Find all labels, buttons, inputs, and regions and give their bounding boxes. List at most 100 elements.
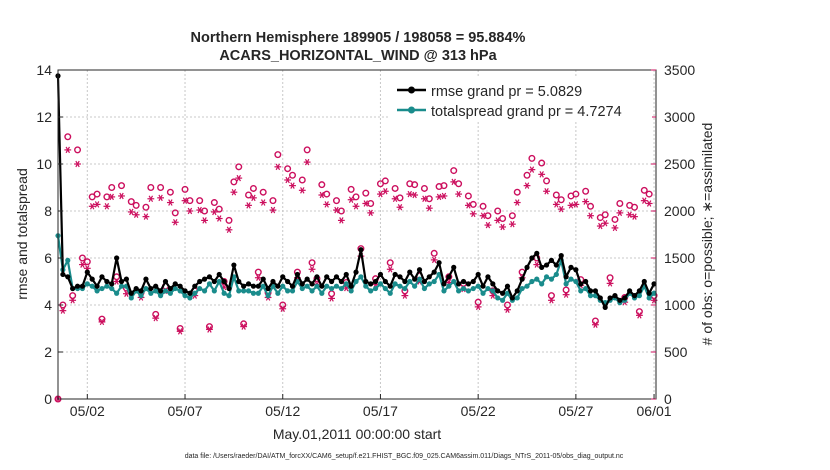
- rmse-point: [167, 285, 173, 292]
- obs-assimilated-point: [215, 215, 223, 222]
- totalspread-point: [353, 278, 359, 285]
- obs-assimilated-point: [606, 280, 614, 287]
- obs-possible-point: [186, 197, 194, 205]
- totalspread-point: [201, 288, 208, 294]
- rmse-point: [70, 285, 76, 292]
- obs-assimilated-point: [225, 226, 233, 234]
- rmse-point: [65, 274, 71, 280]
- obs-assimilated-point: [152, 314, 160, 322]
- rmse-point: [314, 274, 320, 280]
- obs-assimilated-point: [548, 297, 555, 304]
- obs-assimilated-point: [543, 188, 550, 195]
- rmse-point: [451, 264, 457, 270]
- rmse-point: [529, 255, 535, 261]
- y-right-tick-label: 1000: [664, 297, 695, 313]
- rmse-point: [118, 278, 125, 285]
- obs-assimilated-point: [142, 213, 150, 220]
- rmse-point: [328, 278, 335, 285]
- obs-possible-point: [440, 182, 448, 190]
- rmse-point: [255, 283, 261, 289]
- rmse-point: [148, 285, 154, 292]
- obs-assimilated-point: [245, 202, 252, 209]
- rmse-point: [187, 290, 193, 296]
- obs-possible-point: [484, 212, 492, 220]
- rmse-point: [324, 274, 330, 280]
- obs-possible-point: [318, 181, 326, 189]
- y-axis-left-label: rmse and totalspread: [14, 168, 30, 300]
- obs-assimilated-point: [284, 176, 292, 184]
- rmse-point: [343, 271, 349, 278]
- rmse-point: [397, 274, 403, 280]
- rmse-point: [182, 288, 188, 294]
- obs-assimilated-point: [557, 205, 565, 213]
- rmse-point: [206, 274, 213, 280]
- obs-assimilated-point: [508, 220, 516, 228]
- obs-possible-point: [503, 301, 511, 309]
- obs-possible-point: [269, 197, 277, 205]
- totalspread-point: [167, 290, 173, 296]
- rmse-point: [387, 283, 393, 289]
- series-layer: [55, 73, 657, 310]
- obs-possible-point: [337, 207, 345, 215]
- rmse-point: [128, 290, 134, 296]
- rmse-point: [192, 283, 198, 289]
- obs-possible-point: [323, 190, 331, 198]
- obs-assimilated-point: [611, 224, 619, 232]
- rmse-point: [157, 288, 164, 294]
- obs-possible-point: [587, 202, 595, 210]
- rmse-point: [84, 269, 90, 275]
- x-tick-label: 05/22: [461, 403, 496, 419]
- obs-assimilated-point: [118, 192, 125, 200]
- totalspread-point: [226, 293, 232, 299]
- y-left-tick-label: 4: [44, 297, 52, 313]
- rmse-point: [275, 283, 281, 289]
- obs-possible-point: [430, 249, 438, 257]
- obs-possible-point: [591, 317, 599, 325]
- obs-possible-point: [552, 191, 560, 199]
- obs-assimilated-point: [430, 256, 438, 264]
- rmse-point: [60, 271, 66, 278]
- obs-possible-point: [523, 171, 531, 179]
- rmse-point: [573, 267, 579, 273]
- obs-possible-point: [391, 184, 399, 192]
- totalspread-point: [553, 271, 559, 278]
- totalspread-point: [280, 283, 286, 289]
- totalspread-point: [426, 281, 432, 287]
- y-axis-right-label: # of obs: o=possible; ∗=assimilated: [699, 123, 715, 346]
- obs-possible-point: [582, 187, 590, 195]
- rmse-point: [221, 278, 227, 285]
- obs-assimilated-point: [132, 211, 140, 219]
- obs-possible-point: [284, 165, 292, 173]
- rmse-point: [382, 278, 388, 285]
- obs-assimilated-point: [74, 160, 81, 168]
- obs-possible-point: [635, 308, 643, 316]
- rmse-point: [602, 304, 608, 310]
- x-tick-label: 05/02: [70, 403, 105, 419]
- rmse-point: [646, 290, 652, 296]
- obs-possible-point: [543, 177, 551, 185]
- totalspread-point: [89, 283, 95, 289]
- totalspread-point: [109, 285, 115, 292]
- legend: rmse grand pr = 5.0829 totalspread grand…: [390, 77, 652, 121]
- totalspread-point: [94, 288, 100, 294]
- rmse-point: [201, 276, 208, 282]
- obs-assimilated-point: [425, 204, 433, 212]
- y-left-tick-label: 2: [44, 344, 52, 360]
- obs-possible-point: [210, 199, 218, 207]
- totalspread-point: [524, 283, 530, 289]
- obs-assimilated-point: [377, 190, 384, 198]
- obs-assimilated-point: [186, 207, 194, 215]
- obs-assimilated-point: [533, 261, 541, 268]
- obs-assimilated-point: [240, 323, 248, 330]
- totalspread-point: [260, 283, 266, 289]
- rmse-point: [392, 271, 398, 278]
- obs-assimilated-point: [337, 217, 345, 224]
- rmse-point: [597, 295, 603, 301]
- rmse-point: [470, 278, 476, 285]
- rmse-point: [319, 283, 325, 289]
- totalspread-point: [416, 276, 423, 282]
- rmse-point: [348, 283, 354, 289]
- y-right-tick-label: 500: [664, 344, 688, 360]
- totalspread-point: [460, 285, 467, 292]
- totalspread-point: [114, 290, 120, 296]
